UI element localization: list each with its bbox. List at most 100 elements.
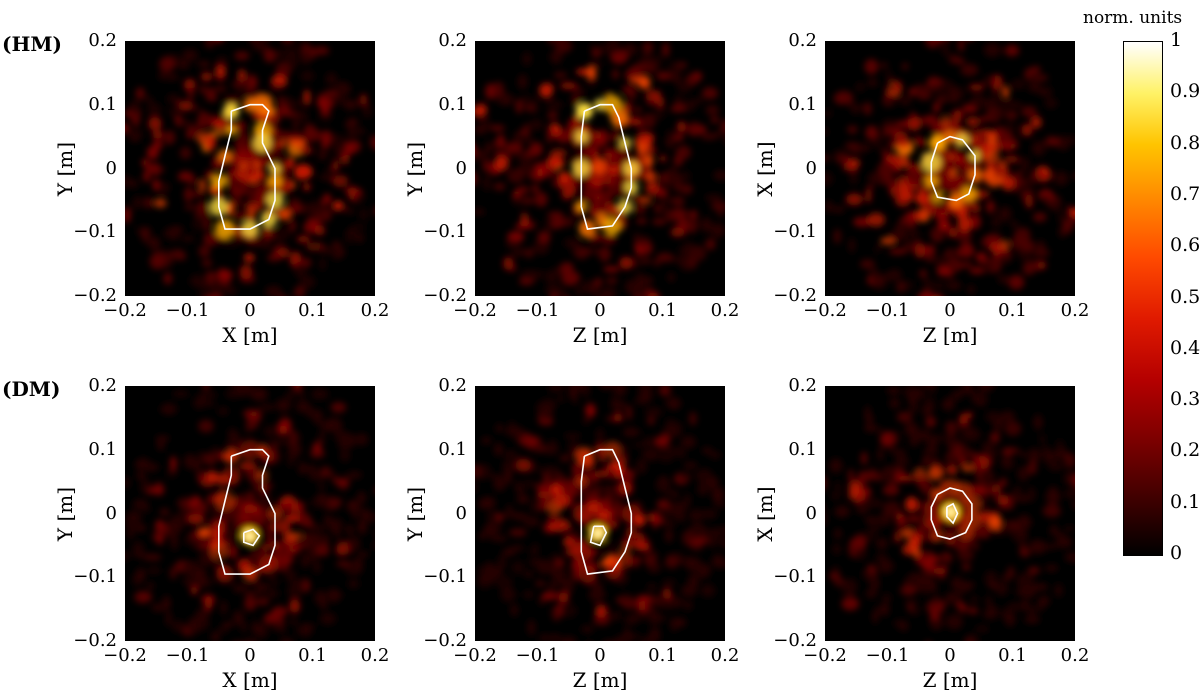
speckle: [510, 544, 525, 552]
speckle: [330, 402, 347, 413]
speckle: [515, 99, 524, 114]
speckle: [226, 201, 234, 216]
speckle: [956, 437, 965, 447]
speckle: [200, 72, 213, 82]
speckle: [243, 253, 255, 263]
speckle: [655, 435, 670, 448]
speckle: [980, 237, 989, 248]
speckle: [654, 90, 662, 104]
speckle: [511, 560, 525, 575]
speckle: [513, 131, 521, 141]
speckle: [880, 147, 889, 158]
speckle: [313, 46, 330, 56]
speckle: [550, 568, 564, 580]
speckle: [825, 200, 833, 213]
speckle: [370, 134, 375, 145]
speckle: [550, 485, 565, 496]
speckle: [135, 87, 145, 100]
speckle: [507, 168, 525, 184]
speckle: [267, 253, 281, 262]
speckle: [222, 621, 234, 629]
speckle: [639, 241, 654, 255]
speckle: [974, 391, 988, 407]
speckle: [232, 610, 245, 626]
speckle: [1054, 583, 1063, 598]
speckle: [947, 227, 959, 238]
speckle: [540, 398, 557, 411]
y-tick-label: 0.2: [788, 375, 817, 396]
speckle: [967, 284, 975, 295]
speckle: [855, 82, 865, 92]
speckle: [953, 108, 962, 124]
speckle: [175, 112, 183, 129]
speckle: [160, 402, 178, 415]
x-tick-label: 0: [594, 645, 606, 666]
speckle: [244, 595, 257, 611]
speckle: [374, 531, 375, 537]
speckle: [520, 434, 538, 448]
speckle: [308, 218, 321, 226]
y-tick-label: −0.1: [423, 221, 467, 243]
x-tick-label: 0.1: [298, 645, 327, 666]
speckle: [958, 423, 975, 438]
speckle: [295, 170, 305, 180]
speckle: [932, 102, 941, 113]
y-tick-label: 0: [105, 157, 117, 179]
speckle: [332, 200, 344, 211]
speckle: [948, 54, 958, 64]
speckle: [570, 242, 578, 255]
speckle: [835, 90, 853, 105]
x-tick-label: 0: [244, 300, 256, 321]
speckle: [251, 469, 258, 484]
speckle: [139, 477, 151, 494]
speckle: [1021, 123, 1033, 137]
speckle: [904, 598, 920, 606]
y-tick-label: 0.1: [788, 438, 817, 460]
speckle: [182, 49, 198, 62]
speckle: [834, 480, 842, 495]
speckle: [657, 448, 675, 463]
speckle: [533, 240, 550, 255]
speckle: [261, 619, 272, 629]
speckle: [1047, 485, 1059, 501]
speckle: [601, 520, 619, 529]
speckle: [946, 526, 954, 534]
speckle: [1044, 98, 1058, 109]
speckle: [669, 400, 680, 410]
speckle: [244, 587, 252, 597]
speckle: [864, 425, 882, 432]
speckle: [243, 637, 258, 641]
speckle: [520, 270, 539, 281]
speckle: [662, 579, 677, 586]
speckle: [593, 132, 606, 146]
speckle: [475, 208, 486, 215]
y-tick-label: 0.2: [88, 30, 117, 51]
speckle: [1049, 524, 1059, 537]
speckle: [246, 74, 258, 91]
speckle: [909, 605, 921, 616]
speckle: [834, 505, 850, 518]
x-tick-label: 0.2: [1060, 300, 1090, 321]
speckle: [855, 143, 872, 153]
speckle: [234, 211, 249, 221]
speckle: [227, 427, 237, 441]
speckle: [197, 200, 208, 214]
speckle: [998, 477, 1008, 488]
region-outline: [580, 448, 633, 575]
speckle: [1040, 445, 1051, 455]
speckle: [680, 184, 693, 195]
speckle: [656, 476, 671, 493]
speckle: [877, 447, 884, 462]
speckle: [205, 170, 214, 180]
speckle: [163, 73, 180, 81]
speckle: [558, 171, 570, 183]
speckle: [517, 74, 528, 90]
speckle: [571, 570, 581, 581]
speckle: [867, 212, 885, 227]
speckle: [188, 190, 205, 198]
speckle: [218, 626, 228, 634]
speckle: [157, 437, 165, 451]
speckle: [142, 505, 150, 513]
y-tick-label: −0.1: [423, 566, 467, 588]
speckle: [237, 69, 247, 82]
